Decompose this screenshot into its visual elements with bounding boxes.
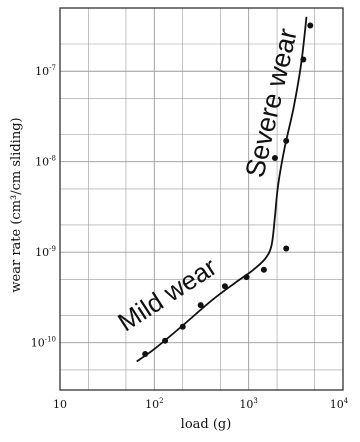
x-tick-label: 104 (330, 397, 349, 411)
data-point (162, 337, 169, 344)
x-tick-label: 103 (239, 397, 257, 411)
data-point (283, 245, 290, 252)
trend-curve (136, 16, 308, 363)
x-tick-label: 10 (53, 398, 67, 411)
data-point (307, 22, 314, 29)
trend-layer (136, 16, 308, 363)
data-point (142, 350, 149, 357)
data-point (271, 154, 278, 161)
data-point (300, 56, 307, 63)
data-point (221, 283, 228, 290)
data-point (283, 137, 290, 144)
y-tick-label: 10-9 (35, 245, 56, 259)
tick-labels: 10 102 103 104 10-10 10-9 10-8 10-7 (31, 64, 349, 411)
y-tick-label: 10-10 (31, 336, 56, 350)
data-point (260, 266, 267, 273)
data-point (197, 302, 204, 309)
x-axis-label: load (g) (181, 417, 232, 432)
grid (60, 8, 343, 390)
y-tick-label: 10-7 (35, 64, 56, 78)
plot-frame (59, 7, 344, 391)
data-point (243, 274, 250, 281)
annotation-mild-wear: Mild wear (112, 251, 222, 337)
x-tick-label: 102 (145, 397, 163, 411)
y-axis-label: wear rate (cm³/cm sliding) (9, 117, 24, 292)
points-layer (142, 22, 314, 357)
data-point (179, 323, 186, 330)
y-tick-label: 10-8 (35, 155, 56, 169)
